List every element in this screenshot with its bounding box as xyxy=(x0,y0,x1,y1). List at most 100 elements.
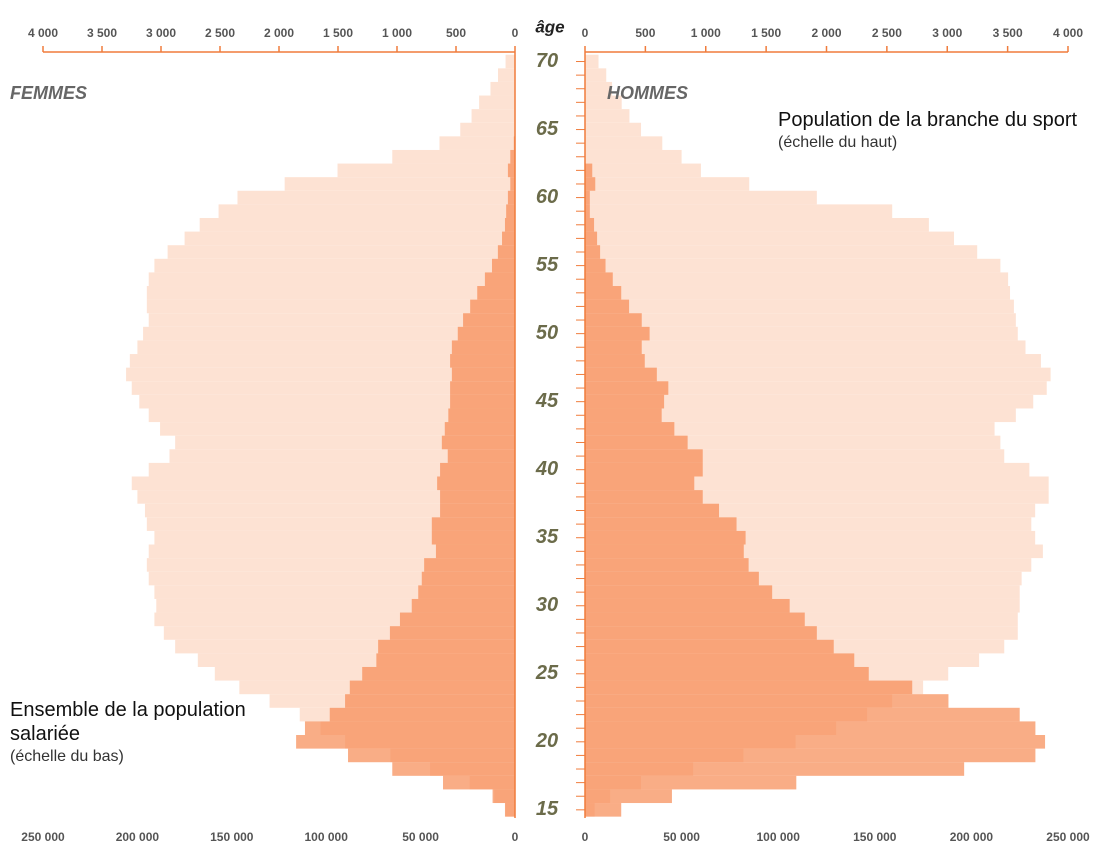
side-label: FEMMES xyxy=(10,83,87,103)
bar xyxy=(507,190,515,205)
bar xyxy=(139,394,515,409)
bar xyxy=(510,177,515,191)
bar xyxy=(585,272,613,287)
bar xyxy=(585,449,703,463)
bar xyxy=(345,694,515,708)
top-tick-label: 2 500 xyxy=(872,26,902,40)
bar xyxy=(585,435,1001,450)
bar xyxy=(418,585,515,599)
bar xyxy=(585,571,759,586)
bar xyxy=(585,68,607,82)
bar xyxy=(148,408,515,423)
age-tick-label: 50 xyxy=(536,322,558,344)
bar xyxy=(585,204,590,218)
bar xyxy=(146,517,515,531)
bar xyxy=(585,735,1046,749)
bar xyxy=(585,217,929,232)
bar xyxy=(585,177,750,191)
bottom-tick-label: 0 xyxy=(512,830,519,844)
bar xyxy=(484,272,515,287)
bar xyxy=(443,775,515,790)
bar xyxy=(585,272,1009,287)
bar xyxy=(348,748,515,763)
bar xyxy=(284,177,515,191)
sport-annotation: Population de la branche du sport (échell… xyxy=(778,108,1078,154)
bar xyxy=(218,204,516,218)
bar xyxy=(296,735,515,749)
bar xyxy=(585,340,642,355)
bottom-tick-label: 100 000 xyxy=(305,830,349,844)
bottom-tick-label: 150 000 xyxy=(853,830,897,844)
bar xyxy=(585,95,622,110)
bottom-tick-label: 200 000 xyxy=(950,830,994,844)
bar xyxy=(585,122,642,137)
bar xyxy=(585,149,682,164)
bar xyxy=(450,381,515,395)
bar xyxy=(437,476,515,491)
bar xyxy=(585,190,590,205)
bar xyxy=(169,449,515,463)
bar xyxy=(349,680,515,695)
bar xyxy=(440,503,515,518)
bar xyxy=(392,149,515,164)
bar xyxy=(505,54,515,69)
bar xyxy=(585,258,606,273)
bar xyxy=(585,394,1034,409)
bar xyxy=(585,177,596,191)
bar xyxy=(154,530,515,545)
age-tick-label: 60 xyxy=(536,186,558,208)
bar xyxy=(585,422,995,436)
bar xyxy=(146,299,515,314)
bar xyxy=(585,775,797,790)
bar xyxy=(585,299,1014,314)
bar xyxy=(304,721,515,736)
bar xyxy=(585,381,1047,395)
age-axis-label: âge xyxy=(535,17,564,36)
bar xyxy=(148,544,515,559)
age-tick-label: 35 xyxy=(536,526,559,548)
bar xyxy=(585,204,893,218)
top-tick-label: 4 000 xyxy=(1053,26,1083,40)
bar xyxy=(585,694,949,708)
bar xyxy=(585,408,662,423)
bar xyxy=(585,313,1016,327)
bar xyxy=(175,435,515,450)
bar xyxy=(470,299,515,314)
age-tick-label: 20 xyxy=(535,730,558,752)
sport-label: Population de la branche du sport xyxy=(778,109,1078,131)
age-tick-label: 40 xyxy=(535,458,558,480)
bar xyxy=(376,653,515,667)
sport-scale-note: (échelle du haut) xyxy=(778,134,898,151)
bar xyxy=(137,340,515,355)
bar xyxy=(448,408,515,423)
bar xyxy=(431,517,515,531)
bar xyxy=(440,462,515,477)
bar xyxy=(585,245,978,259)
bar xyxy=(492,789,515,804)
bar xyxy=(337,163,515,178)
bar xyxy=(585,81,613,96)
bar xyxy=(148,272,515,287)
top-tick-label: 2 000 xyxy=(264,26,294,40)
bar xyxy=(585,653,855,667)
bar xyxy=(439,136,515,150)
top-tick-label: 1 500 xyxy=(323,26,353,40)
bar xyxy=(146,558,515,572)
age-tick-label: 25 xyxy=(535,662,559,684)
bar xyxy=(441,435,515,450)
bar xyxy=(585,245,601,259)
bar xyxy=(585,476,695,491)
bar xyxy=(411,598,515,613)
bar xyxy=(435,544,515,559)
bar xyxy=(585,748,1036,763)
bar xyxy=(585,367,1051,382)
bar xyxy=(502,231,515,246)
bar xyxy=(585,680,913,695)
bar xyxy=(450,394,515,409)
bar xyxy=(585,354,645,368)
bar xyxy=(585,394,665,409)
bar xyxy=(144,503,515,518)
bar xyxy=(585,286,1011,300)
bar xyxy=(362,666,515,681)
bottom-tick-label: 200 000 xyxy=(116,830,160,844)
